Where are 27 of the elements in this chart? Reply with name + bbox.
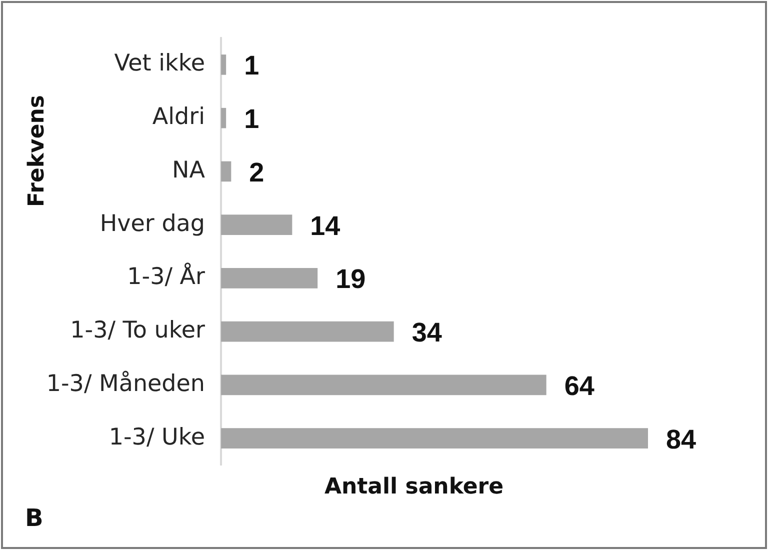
bar: [221, 54, 226, 75]
bar: [221, 321, 394, 342]
y-tick-label: 1-3/ År: [127, 262, 206, 290]
bar: [221, 214, 292, 235]
data-label: 34: [412, 318, 442, 348]
bar: [221, 428, 648, 448]
data-label: 1: [244, 104, 260, 134]
y-axis-title: Frekvens: [24, 94, 50, 208]
data-label: 2: [249, 157, 264, 188]
y-tick-label: NA: [172, 157, 206, 184]
y-tick-label: Hver dag: [100, 210, 205, 237]
y-tick-label: Vet ikke: [114, 50, 205, 77]
data-label: 1: [244, 50, 260, 81]
data-label: 84: [666, 424, 696, 454]
data-label: 19: [336, 264, 366, 294]
y-tick-label: 1-3/ To uker: [70, 318, 206, 344]
bar: [221, 161, 232, 182]
bar: [221, 268, 318, 288]
x-axis-title: Antall sankere: [324, 474, 504, 500]
text: B: [25, 504, 44, 532]
data-label: 14: [310, 210, 340, 241]
bar: [221, 108, 226, 128]
y-tick-label: 1-3/ Uke: [108, 424, 205, 450]
data-label: 64: [564, 370, 594, 401]
bar: [221, 374, 546, 396]
y-tick-label: 1-3/ Måneden: [46, 370, 205, 397]
y-tick-label: Aldri: [152, 104, 205, 130]
